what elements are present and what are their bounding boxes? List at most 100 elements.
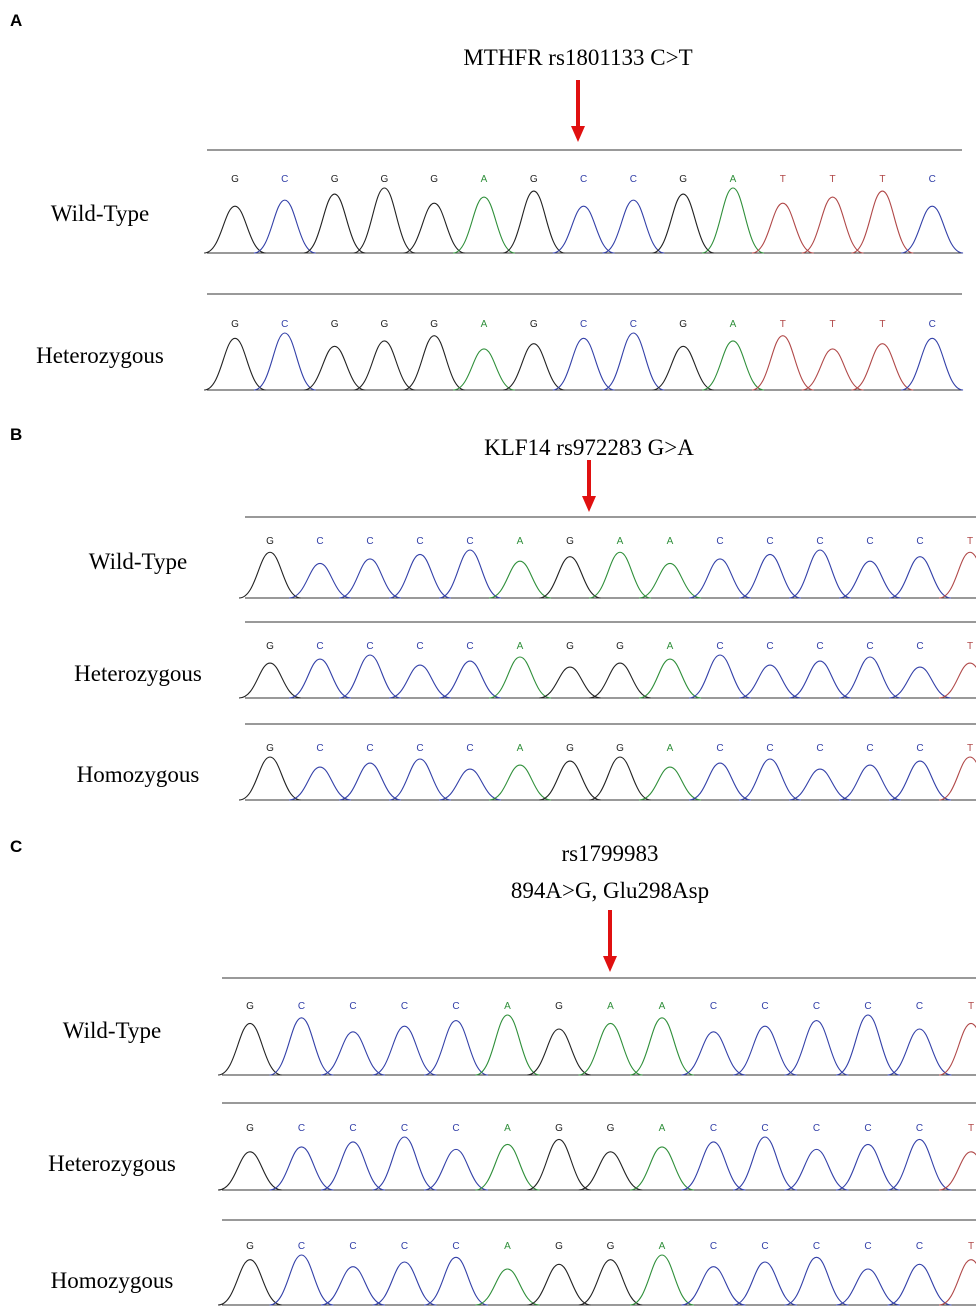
base-call: C (766, 743, 773, 754)
peak (802, 197, 864, 253)
panel-title: MTHFR rs1801133 C>T (463, 45, 692, 70)
base-call: A (730, 174, 737, 185)
peak (839, 765, 901, 800)
base-call: C (716, 641, 723, 652)
base-call: C (761, 1001, 768, 1012)
base-call: C (916, 1123, 923, 1134)
base-call: C (916, 536, 923, 547)
peak (652, 194, 714, 253)
base-call: C (864, 1123, 871, 1134)
base-call: G (555, 1123, 563, 1134)
row-label: Heterozygous (36, 343, 164, 368)
base-call: C (866, 536, 873, 547)
base-call: C (298, 1001, 305, 1012)
base-call: C (466, 536, 473, 547)
peak (802, 349, 864, 390)
base-call: C (916, 743, 923, 754)
row-label: Wild-Type (51, 201, 149, 226)
peak (682, 1142, 746, 1190)
base-call: G (616, 743, 624, 754)
base-call: C (466, 641, 473, 652)
peak (603, 333, 665, 390)
base-call: G (430, 174, 438, 185)
peak (503, 344, 565, 390)
base-call: C (761, 1123, 768, 1134)
peak (689, 763, 751, 800)
peak (204, 338, 266, 390)
base-call: G (246, 1001, 254, 1012)
peak (553, 338, 615, 390)
peak (339, 763, 401, 800)
base-call: A (659, 1123, 666, 1134)
peak (639, 659, 701, 698)
peak (304, 346, 366, 390)
base-call: T (967, 536, 973, 547)
chromatogram (204, 333, 963, 390)
base-call: C (710, 1001, 717, 1012)
peak (739, 665, 801, 698)
base-call: G (616, 641, 624, 652)
base-call: A (667, 641, 674, 652)
peak (354, 341, 416, 390)
base-call: C (864, 1001, 871, 1012)
base-call: T (830, 174, 836, 185)
peak (752, 336, 814, 390)
base-call: G (266, 743, 274, 754)
base-call: T (830, 319, 836, 330)
base-call: C (452, 1123, 459, 1134)
peak (939, 1023, 976, 1075)
chromatogram (218, 1255, 976, 1305)
base-call: C (580, 319, 587, 330)
peak (836, 1015, 900, 1075)
peak (901, 206, 963, 253)
base-call: C (916, 641, 923, 652)
peak (733, 1262, 797, 1305)
peak (373, 1137, 437, 1190)
peak (424, 1257, 488, 1305)
base-call: T (968, 1001, 974, 1012)
peak (339, 559, 401, 598)
peak (539, 667, 601, 698)
peak (439, 769, 501, 800)
base-call: A (504, 1123, 511, 1134)
base-call: C (580, 174, 587, 185)
peak (789, 661, 851, 698)
peak (652, 346, 714, 390)
base-call: C (349, 1123, 356, 1134)
base-call: G (555, 1241, 563, 1252)
base-call: G (381, 174, 389, 185)
peak (939, 663, 976, 698)
peak (476, 1269, 540, 1305)
base-call: G (266, 641, 274, 652)
panel-title: 894A>G, Glu298Asp (511, 878, 709, 903)
base-call: G (381, 319, 389, 330)
base-call: C (766, 641, 773, 652)
peak (373, 1262, 437, 1305)
base-call: A (504, 1241, 511, 1252)
base-call: A (667, 743, 674, 754)
peak (589, 552, 651, 598)
peak (527, 1264, 591, 1305)
base-call: C (366, 641, 373, 652)
base-call: C (630, 174, 637, 185)
peak (289, 767, 351, 800)
peak (339, 655, 401, 698)
peak (739, 554, 801, 598)
peak (539, 761, 601, 800)
base-call: C (716, 536, 723, 547)
base-call: C (816, 536, 823, 547)
base-call: A (481, 174, 488, 185)
peak (289, 659, 351, 698)
peak (630, 1147, 694, 1190)
base-call: C (349, 1001, 356, 1012)
base-call: G (530, 319, 538, 330)
base-call: G (607, 1241, 615, 1252)
base-call: T (780, 174, 786, 185)
base-call: C (316, 641, 323, 652)
peak (702, 341, 764, 390)
base-call: G (246, 1241, 254, 1252)
base-call: G (430, 319, 438, 330)
base-call: C (416, 536, 423, 547)
peak (373, 1026, 437, 1075)
peak (489, 561, 551, 598)
